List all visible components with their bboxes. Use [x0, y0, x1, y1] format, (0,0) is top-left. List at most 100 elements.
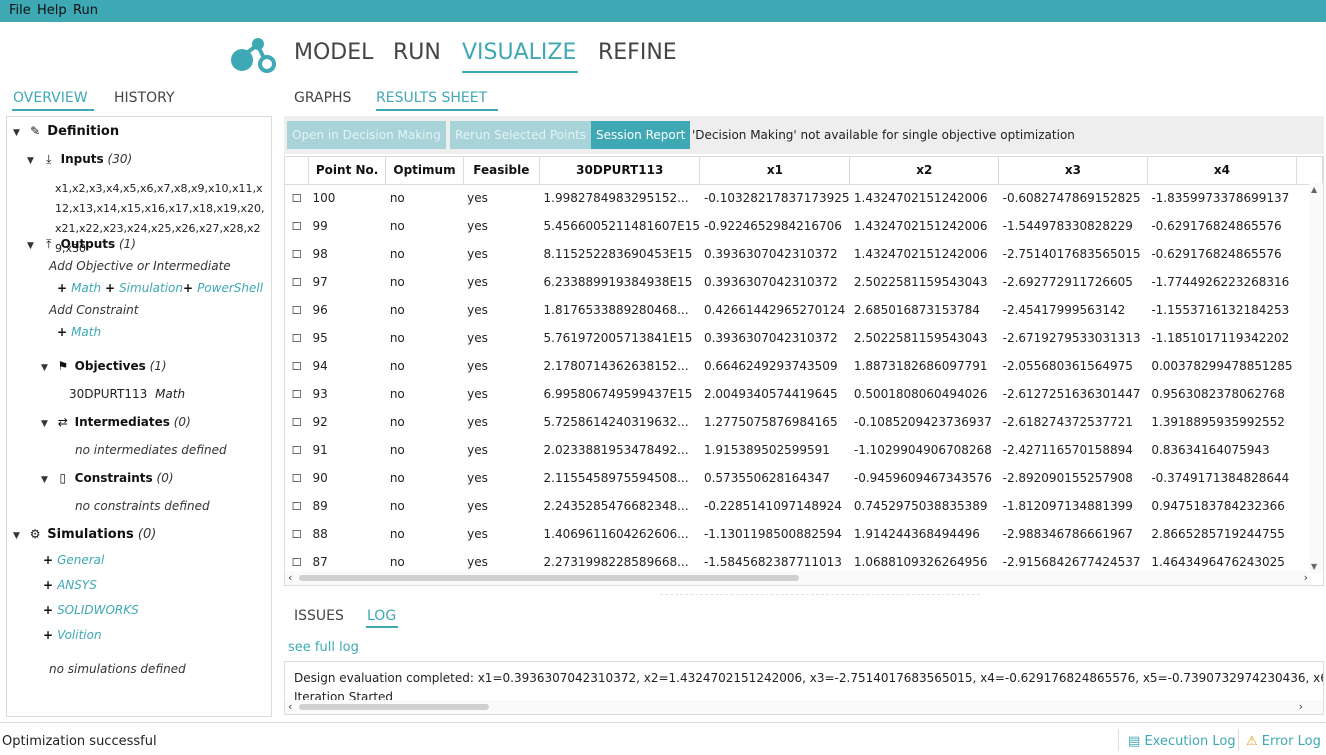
table-row[interactable]: ☐ 98 no yes 8.115252283690453E15 0.3936307042… [285, 240, 1323, 268]
tab-log[interactable]: LOG [367, 608, 397, 624]
table-row[interactable]: ☐ 89 no yes 2.2435285476682348... -0.22851410… [285, 492, 1323, 520]
tab-results-sheet[interactable]: RESULTS SHEET [376, 90, 488, 106]
table-cell: 87 [312, 555, 328, 569]
row-checkbox[interactable]: ☐ [291, 331, 302, 345]
row-checkbox[interactable]: ☐ [291, 555, 302, 569]
column-header[interactable]: x3 [998, 157, 1148, 185]
collapse-icon[interactable]: ▼ [27, 156, 34, 166]
add-constraint-math-link[interactable]: + Math [57, 325, 102, 339]
row-checkbox[interactable]: ☐ [291, 527, 302, 541]
tab-model[interactable]: MODEL [294, 40, 374, 65]
tab-run[interactable]: RUN [393, 40, 441, 65]
tree-intermediates[interactable]: ▼ ⇄ Intermediates (0) [41, 415, 191, 429]
add-general-link[interactable]: + General [43, 553, 105, 567]
table-cell: -2.988346786661967 [1002, 527, 1133, 541]
menu-help[interactable]: Help [37, 3, 67, 18]
column-header[interactable]: x1 [699, 157, 851, 185]
open-decision-making-button[interactable]: Open in Decision Making [287, 121, 446, 149]
see-full-log-link[interactable]: see full log [288, 640, 359, 655]
collapse-icon[interactable]: ▼ [13, 531, 20, 541]
collapse-icon[interactable]: ▼ [41, 475, 48, 485]
tree-inputs[interactable]: ▼ ⤓ Inputs (30) [27, 152, 132, 167]
table-row[interactable]: ☐ 97 no yes 6.233889919384938E15 0.3936307042… [285, 268, 1323, 296]
collapse-icon[interactable]: ▼ [41, 419, 48, 429]
tab-visualize[interactable]: VISUALIZE [462, 40, 577, 65]
column-header[interactable]: 30DPURT113 [539, 157, 701, 185]
panel-splitter[interactable] [660, 594, 980, 595]
row-checkbox[interactable]: ☐ [291, 303, 302, 317]
table-cell: 2.0049340574419645 [703, 387, 838, 401]
scroll-right-icon[interactable]: › [1298, 700, 1303, 713]
table-cell: 0.3936307042310372 [703, 247, 838, 261]
table-row[interactable]: ☐ 93 no yes 6.995806749599437E15 2.0049340574… [285, 380, 1323, 408]
scroll-up-icon[interactable]: ▲ [1311, 185, 1318, 194]
table-cell: 0.3936307042310372 [703, 331, 838, 345]
menu-run[interactable]: Run [73, 3, 98, 18]
row-checkbox[interactable]: ☐ [291, 471, 302, 485]
table-cell: -1.1553716132184253 [1151, 303, 1290, 317]
collapse-icon[interactable]: ▼ [41, 363, 48, 373]
row-checkbox[interactable]: ☐ [291, 275, 302, 289]
table-row[interactable]: ☐ 88 no yes 1.4069611604262606... -1.13011985… [285, 520, 1323, 548]
row-checkbox[interactable]: ☐ [291, 387, 302, 401]
tree-constraints[interactable]: ▼ ▯ Constraints (0) [41, 471, 174, 485]
collapse-icon[interactable]: ▼ [27, 241, 34, 251]
column-header[interactable]: x4 [1147, 157, 1298, 185]
column-header[interactable]: Feasible [463, 157, 541, 185]
objective-item[interactable]: 30DPURT113 Math [69, 387, 185, 401]
row-checkbox[interactable]: ☐ [291, 247, 302, 261]
menu-file[interactable]: File [9, 3, 31, 18]
add-solidworks-link[interactable]: + SOLIDWORKS [43, 603, 139, 617]
grid-vertical-scrollbar[interactable]: ▲ ▼ [1309, 183, 1323, 573]
table-row[interactable]: ☐ 95 no yes 5.761972005713841E15 0.3936307042… [285, 324, 1323, 352]
plus-icon: + [43, 628, 54, 642]
row-checkbox[interactable]: ☐ [291, 359, 302, 373]
log-horizontal-scrollbar[interactable]: ‹ › [285, 700, 1323, 714]
scroll-right-icon[interactable]: › [1303, 571, 1308, 584]
table-row[interactable]: ☐ 94 no yes 2.1780714362638152... 0.664624929… [285, 352, 1323, 380]
add-ansys-link[interactable]: + ANSYS [43, 578, 97, 592]
row-checkbox[interactable]: ☐ [291, 219, 302, 233]
table-row[interactable]: ☐ 92 no yes 5.7258614240319632... 1.277507587… [285, 408, 1323, 436]
scroll-thumb[interactable] [299, 575, 799, 581]
column-header[interactable]: Optimum [385, 157, 464, 185]
tab-overview[interactable]: OVERVIEW [13, 90, 88, 106]
tab-graphs[interactable]: GRAPHS [294, 90, 352, 106]
add-simulation-link[interactable]: + Simulation [105, 281, 183, 295]
execution-log-button[interactable]: ▤ Execution Log [1128, 734, 1236, 749]
scroll-left-icon[interactable]: ‹ [288, 571, 293, 584]
column-header[interactable]: x2 [849, 157, 1000, 185]
row-checkbox[interactable]: ☐ [291, 443, 302, 457]
collapse-icon[interactable]: ▼ [13, 128, 20, 138]
column-header[interactable]: Point No. [308, 157, 387, 185]
table-cell: -2.892090155257908 [1002, 471, 1133, 485]
table-row[interactable]: ☐ 87 no yes 2.2731998228589668... -1.58456823… [285, 548, 1323, 576]
add-powershell-link[interactable]: + PowerShell [183, 281, 264, 295]
tab-issues[interactable]: ISSUES [294, 608, 344, 624]
table-row[interactable]: ☐ 90 no yes 2.1155458975594508... 0.573550628… [285, 464, 1323, 492]
row-checkbox[interactable]: ☐ [291, 415, 302, 429]
tab-refine[interactable]: REFINE [598, 40, 677, 65]
row-checkbox[interactable]: ☐ [291, 191, 302, 205]
table-cell: 2.5022581159543043 [853, 275, 988, 289]
scroll-left-icon[interactable]: ‹ [288, 700, 293, 713]
row-checkbox[interactable]: ☐ [291, 499, 302, 513]
tree-outputs[interactable]: ▼ ⤒ Outputs (1) [27, 237, 136, 252]
plus-icon: + [57, 325, 68, 339]
tree-simulations[interactable]: ▼ ⚙ Simulations (0) [13, 527, 156, 542]
scroll-down-icon[interactable]: ▼ [1311, 562, 1318, 571]
session-report-button[interactable]: Session Report [591, 121, 691, 149]
add-volition-link[interactable]: + Volition [43, 628, 102, 642]
table-row[interactable]: ☐ 96 no yes 1.8176533889280468... 0.426614429… [285, 296, 1323, 324]
table-row[interactable]: ☐ 91 no yes 2.0233881953478492... 1.915389502… [285, 436, 1323, 464]
scroll-thumb[interactable] [299, 704, 489, 710]
grid-horizontal-scrollbar[interactable]: ‹ › [285, 571, 1311, 585]
tree-objectives[interactable]: ▼ ⚑ Objectives (1) [41, 359, 167, 373]
error-log-button[interactable]: ⚠ Error Log [1246, 734, 1321, 749]
add-math-link[interactable]: + Math [57, 281, 102, 295]
rerun-selected-button[interactable]: Rerun Selected Points [450, 121, 592, 149]
tab-history[interactable]: HISTORY [114, 90, 175, 106]
tree-definition[interactable]: ▼ ✎ Definition [13, 124, 119, 139]
table-row[interactable]: ☐ 99 no yes 5.456600521148160​7E15 -0.9224652… [285, 212, 1323, 240]
table-row[interactable]: ☐ 100 no yes 1.9982784983295152... -0.1032821… [285, 184, 1323, 212]
